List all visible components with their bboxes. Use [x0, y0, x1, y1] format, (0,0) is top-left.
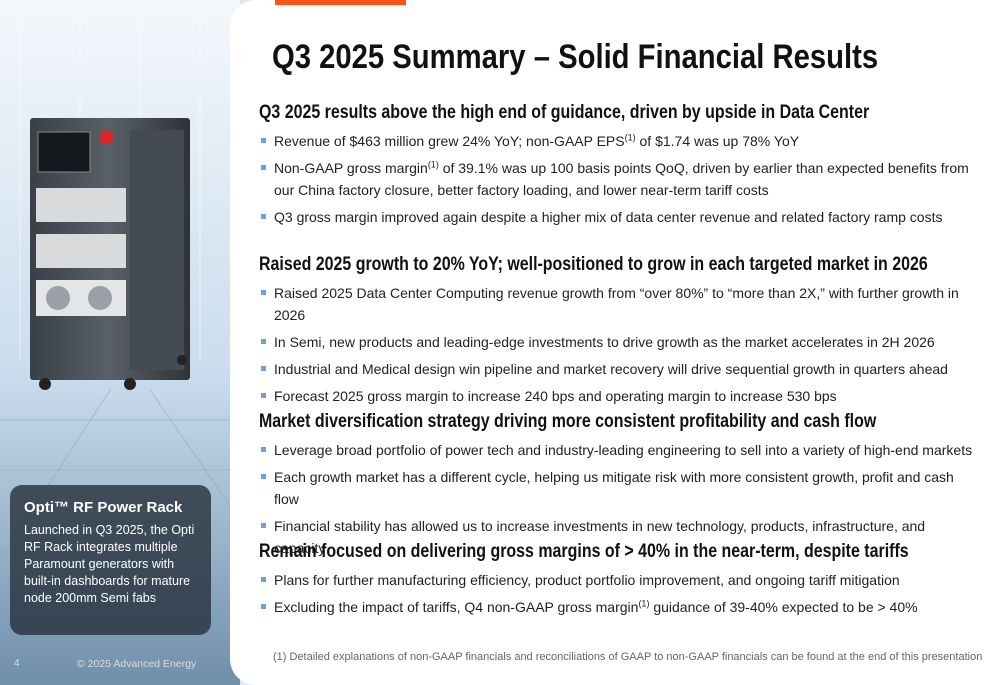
bullet: Forecast 2025 gross margin to increase 2…	[259, 385, 974, 407]
footnote: (1) Detailed explanations of non-GAAP fi…	[273, 651, 983, 663]
section-heading: Q3 2025 results above the high end of gu…	[259, 102, 870, 123]
bullet: Each growth market has a different cycle…	[259, 466, 974, 510]
bullet-list: Leverage broad portfolio of power tech a…	[259, 439, 979, 559]
bullet: In Semi, new products and leading-edge i…	[259, 331, 974, 353]
caption-title: Opti™ RF Power Rack	[24, 499, 183, 516]
footnote-ref: (1)	[638, 598, 650, 609]
bullet-list: Plans for further manufacturing efficien…	[259, 569, 979, 618]
bullet: Financial stability has allowed us to in…	[259, 515, 974, 559]
section-heading: Raised 2025 growth to 20% YoY; well-posi…	[259, 254, 928, 275]
footnote-ref: (1)	[624, 132, 636, 143]
accent-bar	[275, 0, 406, 5]
bullet: Raised 2025 Data Center Computing revenu…	[259, 282, 974, 326]
bullet-text: Excluding the impact of tariffs, Q4 non-…	[274, 599, 639, 615]
bullet: Q3 gross margin improved again despite a…	[259, 206, 974, 228]
bullet-list: Raised 2025 Data Center Computing revenu…	[259, 282, 979, 407]
section: Raised 2025 growth to 20% YoY; well-posi…	[259, 252, 979, 412]
page-number: 4	[14, 658, 20, 669]
bullet-text: Non-GAAP gross margin	[274, 160, 428, 176]
bullet: Revenue of $463 million grew 24% YoY; no…	[259, 130, 974, 152]
section-heading: Market diversification strategy driving …	[259, 411, 877, 432]
bullet-text: of $1.74 was up 78% YoY	[635, 133, 800, 149]
bullet: Non-GAAP gross margin(1) of 39.1% was up…	[259, 157, 974, 201]
bullet-text: of 39.1% was up 100 basis points QoQ, dr…	[274, 160, 969, 198]
bullet: Industrial and Medical design win pipeli…	[259, 358, 974, 380]
bullet-text: guidance of 39-40% expected to be > 40%	[649, 599, 918, 615]
section: Market diversification strategy driving …	[259, 409, 979, 564]
section: Q3 2025 results above the high end of gu…	[259, 100, 979, 233]
bullet: Excluding the impact of tariffs, Q4 non-…	[259, 596, 974, 618]
section-heading: Remain focused on delivering gross margi…	[259, 541, 909, 562]
caption-card: Opti™ RF Power Rack Launched in Q3 2025,…	[10, 485, 211, 635]
bullet: Plans for further manufacturing efficien…	[259, 569, 974, 591]
slide-title: Q3 2025 Summary – Solid Financial Result…	[272, 38, 879, 76]
section: Remain focused on delivering gross margi…	[259, 539, 979, 623]
content-panel	[230, 0, 1000, 685]
bullet-list: Revenue of $463 million grew 24% YoY; no…	[259, 130, 979, 228]
copyright: © 2025 Advanced Energy	[77, 658, 197, 670]
bullet: Leverage broad portfolio of power tech a…	[259, 439, 974, 461]
footnote-ref: (1)	[427, 159, 439, 170]
caption-text: Launched in Q3 2025, the Opti RF Rack in…	[24, 523, 195, 605]
bullet-text: Revenue of $463 million grew 24% YoY; no…	[274, 133, 625, 149]
